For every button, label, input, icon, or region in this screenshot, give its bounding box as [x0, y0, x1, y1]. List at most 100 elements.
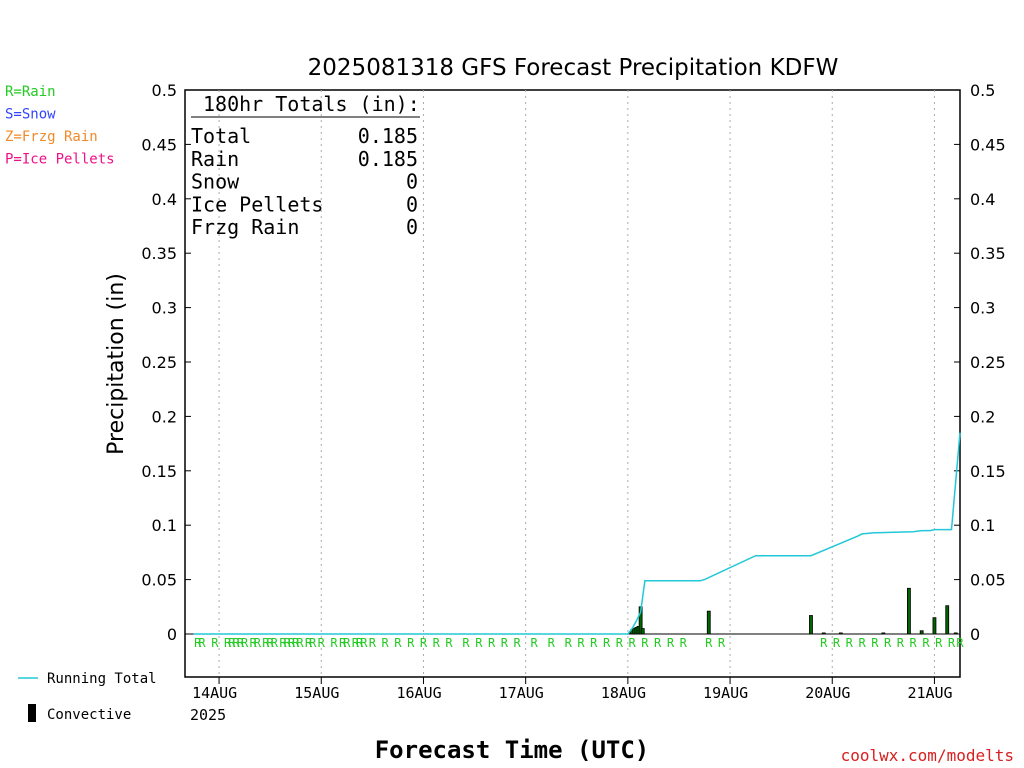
y-tick-label-right: 0.3	[970, 299, 995, 318]
rain-marker: R	[262, 636, 270, 650]
y-tick-label-right: 0.45	[970, 135, 1006, 154]
convective-bars	[628, 587, 958, 635]
rain-marker: R	[846, 636, 854, 650]
rain-marker: R	[284, 636, 292, 650]
y-tick-label-left: 0.4	[152, 190, 177, 209]
rain-marker: R	[833, 636, 841, 650]
rain-marker: R	[296, 636, 304, 650]
series-legend-label: Convective	[47, 707, 131, 723]
y-tick-label-left: 0.25	[141, 353, 177, 372]
rain-marker: R	[343, 636, 351, 650]
rain-marker: R	[198, 636, 206, 650]
y-tick-label-right: 0.4	[970, 190, 995, 209]
rain-marker: R	[433, 636, 441, 650]
type-legend-entry: R=Rain	[5, 84, 56, 100]
x-tick-label: 17AUG	[499, 684, 544, 702]
rain-marker: R	[352, 636, 360, 650]
rain-marker: R	[654, 636, 662, 650]
x-axis-ticks: 14AUG 15AUG 16AUG 17AUG 18AUG 19AUG 20AUG 21AUG	[192, 677, 953, 702]
convective-bar	[907, 587, 911, 635]
rain-marker: R	[910, 636, 918, 650]
rain-marker: R	[680, 636, 688, 650]
rain-marker: R	[565, 636, 573, 650]
convective-bar	[919, 630, 924, 635]
y-tick-label-right: 0.25	[970, 353, 1006, 372]
rain-marker: R	[897, 636, 905, 650]
rain-marker: R	[935, 636, 943, 650]
credit-text: coolwx.com/modelts	[841, 746, 1014, 765]
totals-box: 180hr Totals (in): Total 0.185 Rain 0.185 Sno…	[191, 92, 420, 239]
y-tick-label-left: 0.45	[141, 135, 177, 154]
rain-marker: R	[356, 636, 364, 650]
rain-marker: R	[948, 636, 956, 650]
plot-frame	[184, 89, 961, 678]
rain-marker: R	[254, 636, 262, 650]
rain-marker: R	[420, 636, 428, 650]
y-tick-label-left: 0	[167, 625, 177, 644]
y-tick-label-left: 0.5	[152, 81, 177, 100]
y-tick-label-right: 0.15	[970, 462, 1006, 481]
y-tick-label-right: 0.2	[970, 407, 995, 426]
rain-marker: R	[590, 636, 598, 650]
rain-marker: R	[309, 636, 317, 650]
rain-marker: R	[531, 636, 539, 650]
legend-bar-swatch	[28, 704, 36, 722]
convective-bar	[932, 617, 937, 635]
rain-marker: R	[616, 636, 624, 650]
rain-marker: R	[250, 636, 258, 650]
rain-marker: R	[407, 636, 415, 650]
rain-marker: R	[514, 636, 522, 650]
x-tick-label: 16AUG	[396, 684, 441, 702]
totals-row-label: Total	[191, 124, 251, 148]
rain-marker: R	[445, 636, 453, 650]
convective-bar	[945, 605, 950, 635]
x-tick-label: 20AUG	[805, 684, 850, 702]
rain-marker: R	[548, 636, 556, 650]
convective-bar	[953, 632, 958, 635]
series-legend: Running Total Convective	[18, 671, 157, 723]
y-tick-label-right: 0.5	[970, 81, 995, 100]
rain-marker: R	[922, 636, 930, 650]
chart-title: 2025081318 GFS Forecast Precipitation KD…	[308, 55, 839, 81]
rain-marker: R	[858, 636, 866, 650]
rain-marker: R	[501, 636, 509, 650]
rain-marker: R	[237, 636, 245, 650]
x-tick-label: 21AUG	[907, 684, 952, 702]
totals-row-label: Rain	[191, 147, 239, 171]
rain-marker: R	[641, 636, 649, 650]
convective-bar	[640, 628, 645, 635]
convective-bar	[821, 632, 826, 635]
type-legend-entry: S=Snow	[5, 107, 56, 123]
convective-bar	[881, 632, 886, 635]
totals-row-value: 0.185	[358, 147, 418, 171]
running-total-line	[193, 432, 961, 635]
year-label: 2025	[190, 706, 226, 724]
rain-marker: R	[820, 636, 828, 650]
rain-marker: R	[292, 636, 300, 650]
type-legend-entry: P=Ice Pellets	[5, 152, 115, 168]
rain-marker: R	[488, 636, 496, 650]
y-tick-label-left: 0.05	[141, 571, 177, 590]
totals-row-value: 0	[406, 215, 418, 239]
x-tick-label: 14AUG	[192, 684, 237, 702]
x-tick-label: 19AUG	[703, 684, 748, 702]
rain-marker: R	[267, 636, 275, 650]
rain-marker: R	[369, 636, 377, 650]
rain-marker: R	[884, 636, 892, 650]
rain-marker: R	[705, 636, 713, 650]
totals-row-label: Snow	[191, 170, 240, 194]
series-legend-label: Running Total	[47, 671, 157, 687]
totals-row-value: 0	[406, 170, 418, 194]
convective-bar	[706, 610, 711, 635]
totals-row-value: 0.185	[358, 124, 418, 148]
rain-marker: R	[271, 636, 279, 650]
rain-marker: R	[279, 636, 287, 650]
rain-marker: R	[360, 636, 368, 650]
totals-row-value: 0	[406, 192, 418, 216]
y-tick-label-right: 0.1	[970, 516, 995, 535]
y-tick-label-right: 0.05	[970, 571, 1006, 590]
rain-marker: R	[628, 636, 636, 650]
rain-marker: R	[667, 636, 675, 650]
y-tick-label-right: 0.35	[970, 244, 1006, 263]
y-tick-label-left: 0.15	[141, 462, 177, 481]
